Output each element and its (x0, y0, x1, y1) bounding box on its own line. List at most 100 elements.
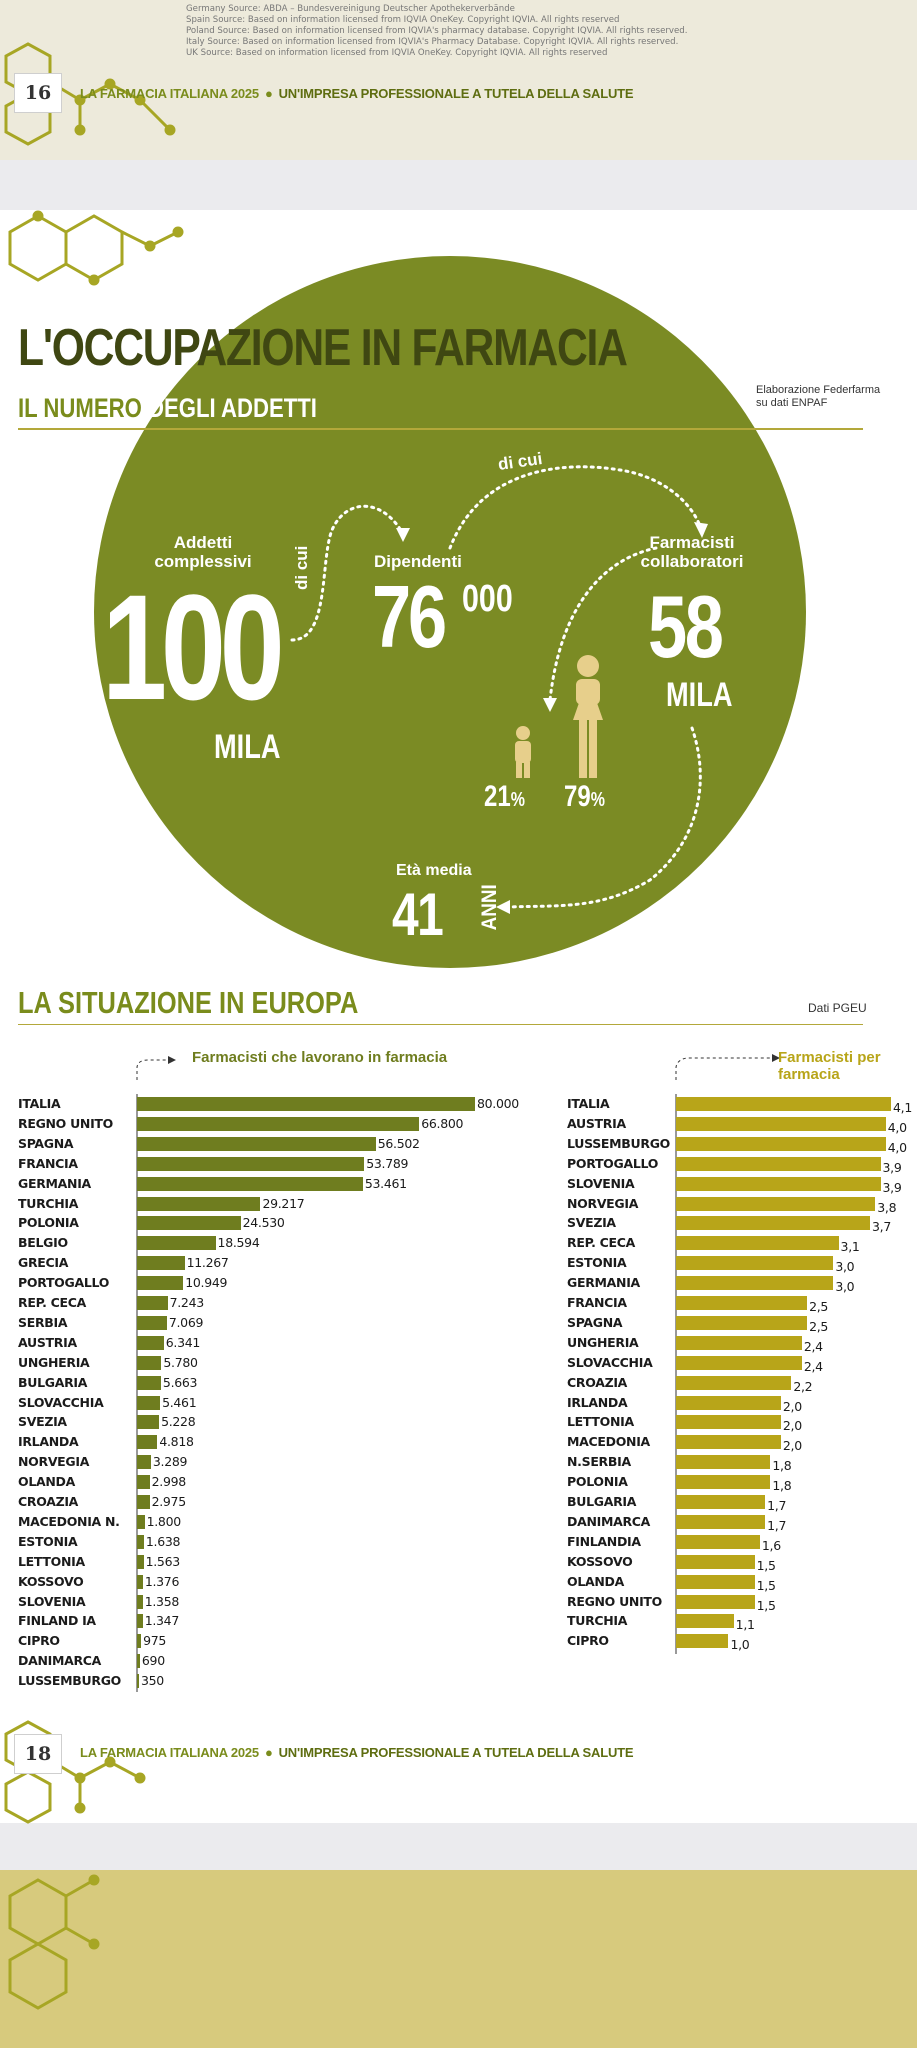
chart-1-bar (137, 1674, 139, 1688)
chart-1-value-label: 53.789 (366, 1156, 409, 1171)
chart-2-bar (676, 1614, 734, 1628)
flow-arrows (290, 465, 702, 909)
chart-1-bar (137, 1515, 145, 1529)
running-head-title: LA FARMACIA ITALIANA 2025 (80, 1745, 259, 1760)
title-rule (18, 428, 863, 430)
chart-1-value-label: 4.818 (159, 1434, 194, 1449)
chart-1-category-label: REP. CECA (18, 1295, 86, 1310)
subtitle-part-b: DEGLI ADDETTI (147, 393, 317, 423)
chart-1-category-label: BELGIO (18, 1235, 68, 1250)
chart-2-category-label: FINLANDIA (567, 1534, 641, 1549)
chart-2-value-label: 1,8 (772, 1458, 792, 1473)
dipendenti-label: Dipendenti (374, 552, 462, 571)
chart-1-category-label: FRANCIA (18, 1156, 78, 1171)
chart-1-bar (137, 1455, 151, 1469)
chart-bracket-arrows (136, 1057, 772, 1080)
chart-1-bar (137, 1475, 150, 1489)
europe-source-note: Dati PGEU (808, 1001, 867, 1015)
page-number: 16 (24, 82, 52, 104)
chart-1-category-label: DANIMARCA (18, 1653, 102, 1668)
chart-2-value-label: 1,7 (767, 1518, 787, 1533)
chart-1-value-label: 24.530 (242, 1215, 285, 1230)
chart-1-bar (137, 1396, 161, 1410)
chart-2-value-label: 4,0 (887, 1140, 907, 1155)
chart-1-category-label: TURCHIA (18, 1196, 79, 1211)
chart-1-value-label: 1.800 (146, 1514, 182, 1529)
chart-1-title: Farmacisti che lavorano in farmacia (192, 1049, 448, 1066)
chart-1-category-label: NORVEGIA (18, 1454, 90, 1469)
molecule-icon (8, 210, 184, 286)
chart-1-category-label: SLOVACCHIA (18, 1395, 104, 1410)
chart-1-value-label: 80.000 (477, 1096, 519, 1111)
running-head-subtitle: UN'IMPRESA PROFESSIONALE A TUTELA DELLA … (278, 86, 634, 101)
chart-1-value-label: 690 (141, 1653, 165, 1668)
farmacisti-unit: MILA (666, 676, 733, 714)
source-note: Elaborazione Federfarma su dati ENPAF (756, 384, 881, 409)
chart-1-value-label: 11.267 (186, 1255, 229, 1270)
bullet: ● (264, 86, 273, 101)
pct-sign: % (590, 789, 605, 811)
chart-1-value-label: 3.289 (152, 1454, 188, 1469)
dipendenti-suffix: 000 (462, 578, 513, 620)
chart-2-bar (676, 1634, 729, 1648)
page-number: 18 (24, 1743, 52, 1765)
previous-page-footer (0, 0, 917, 160)
chart-2-bar (676, 1455, 771, 1469)
chart-1-bar (137, 1137, 376, 1151)
chart-1-value-label: 7.243 (169, 1295, 205, 1310)
eta-unit-text: ANNI (478, 884, 501, 931)
europe-title: LA SITUAZIONE IN EUROPA (18, 985, 359, 1020)
chart-2-category-label: LETTONIA (567, 1414, 634, 1429)
eta-unit: ANNI (478, 843, 510, 930)
chart-2-value-label: 3,7 (872, 1219, 891, 1234)
chart-2-category-label: IRLANDA (567, 1395, 628, 1410)
chart-1-category-label: SLOVENIA (18, 1594, 86, 1609)
male-figure-icon (515, 726, 531, 778)
eta-label: Età media (396, 862, 472, 879)
chart-2-category-label: FRANCIA (567, 1295, 627, 1310)
chart-2-category-label: BULGARIA (567, 1494, 637, 1509)
page-subtitle: IL NUMERO DEGLI ADDETTI (18, 393, 317, 424)
chart-1-value-label: 1.358 (144, 1594, 180, 1609)
chart-2-category-label: ITALIA (567, 1096, 610, 1111)
chart-2-bar (676, 1137, 886, 1151)
addetti-unit: MILA (214, 728, 281, 766)
source-note: Spain Source: Based on information licen… (186, 15, 620, 25)
chart-2-category-label: SLOVENIA (567, 1176, 635, 1191)
chart-2-category-label: MACEDONIA (567, 1434, 650, 1449)
background-circle (94, 256, 806, 968)
chart-2-bar (676, 1595, 755, 1609)
chart-2-bar (676, 1495, 766, 1509)
chart-2-value-label: 3,0 (835, 1279, 855, 1294)
source-note: Italy Source: Based on information licen… (186, 37, 679, 47)
chart-1-category-label: POLONIA (18, 1215, 79, 1230)
chart-2-value-label: 4,0 (887, 1120, 907, 1135)
chart-2-category-label: TURCHIA (567, 1613, 628, 1628)
chart-2-bar (676, 1336, 802, 1350)
chart-2-category-label: PORTOGALLO (567, 1156, 659, 1171)
chart-2-title: Farmacisti per farmacia (778, 1049, 881, 1083)
chart-2-category-label: GERMANIA (567, 1275, 640, 1290)
chart-1-value-label: 5.780 (163, 1355, 198, 1370)
chart-2-bar (676, 1575, 755, 1589)
chart-2-bar (676, 1515, 766, 1529)
chart-1-bar (137, 1595, 143, 1609)
chart-2-bar (676, 1117, 886, 1131)
chart-1-value-label: 1.376 (144, 1574, 180, 1589)
source-note: Germany Source: ABDA – Bundesvereinigung… (186, 4, 515, 14)
chart-2-value-label: 3,0 (835, 1259, 855, 1274)
chart-1-value-label: 350 (141, 1673, 164, 1688)
addetti-label: Addetti complessivi (154, 533, 252, 571)
chart-2-bar (676, 1256, 834, 1270)
chart-1-category-label: CROAZIA (18, 1494, 79, 1509)
chart-2-bar (676, 1555, 755, 1569)
subtitle-part-a: IL NUMERO (18, 393, 142, 423)
chart-1-category-label: IRLANDA (18, 1434, 79, 1449)
chart-1-value-label: 1.638 (145, 1534, 181, 1549)
chart-1-value-label: 5.228 (161, 1414, 196, 1429)
chart-1-value-label: 975 (143, 1633, 167, 1648)
chart-2-bar (676, 1396, 781, 1410)
female-percentage: 79% (564, 780, 605, 814)
chart-2-bar (676, 1356, 802, 1370)
chart-1-bar (137, 1276, 184, 1290)
